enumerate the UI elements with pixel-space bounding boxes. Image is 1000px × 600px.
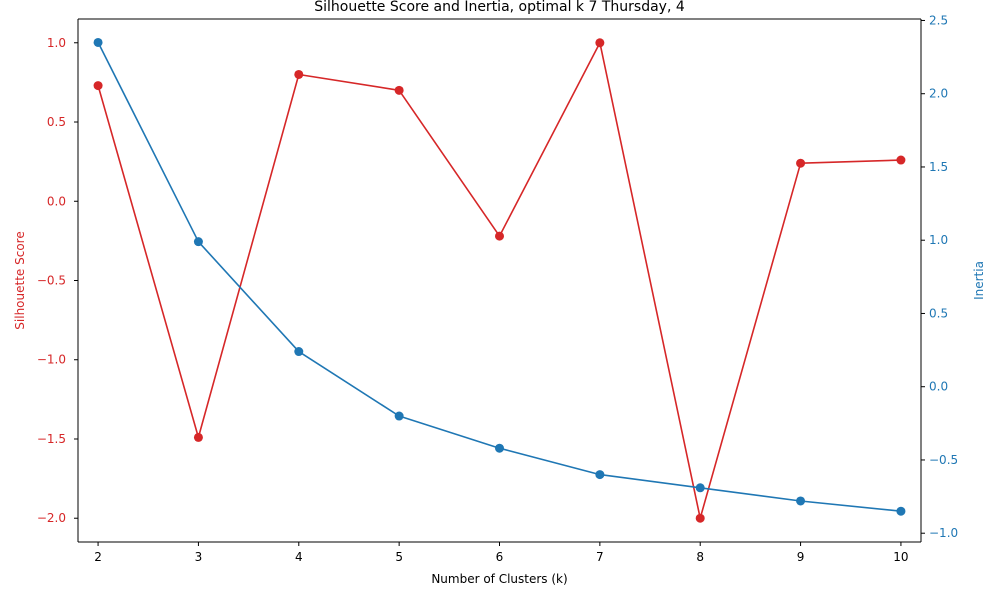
right-y-tick-label: 1.0 bbox=[929, 233, 948, 247]
silhouette-point bbox=[695, 513, 705, 523]
series-layer bbox=[93, 37, 906, 523]
x-tick-label: 6 bbox=[496, 550, 504, 564]
silhouette-point bbox=[595, 38, 605, 48]
left-y-tick-label: −2.0 bbox=[37, 511, 66, 525]
inertia-point bbox=[394, 411, 404, 421]
silhouette-point bbox=[394, 85, 404, 95]
silhouette-point bbox=[193, 432, 203, 442]
axis-layer: 2 3 4 5 6 7 8 9 10 1.0 0.5 0.0 −0.5 −1.0 −1.5 −2.0 2.5 2.… bbox=[37, 13, 958, 564]
inertia-point bbox=[695, 483, 705, 493]
inertia-point bbox=[796, 496, 806, 506]
inertia-point bbox=[595, 470, 605, 480]
x-tick-label: 3 bbox=[195, 550, 203, 564]
inertia-point bbox=[896, 506, 906, 516]
chart-title: Silhouette Score and Inertia, optimal k … bbox=[314, 0, 685, 15]
x-tick-label: 7 bbox=[596, 550, 604, 564]
right-y-tick-label: 1.5 bbox=[929, 160, 948, 174]
silhouette-point bbox=[796, 158, 806, 168]
x-tick-label: 4 bbox=[295, 550, 303, 564]
inertia-point bbox=[495, 443, 504, 453]
silhouette-point bbox=[495, 231, 504, 241]
x-axis-title: Number of Clusters (k) bbox=[431, 572, 567, 586]
x-tick-label: 10 bbox=[893, 550, 908, 564]
right-y-tick-label: 2.5 bbox=[929, 13, 948, 27]
silhouette-point bbox=[896, 155, 906, 165]
right-y-tick-label: −1.0 bbox=[929, 526, 958, 540]
inertia-point bbox=[294, 347, 304, 357]
left-y-tick-label: 0.5 bbox=[47, 115, 66, 129]
silhouette-point bbox=[294, 69, 304, 79]
x-tick-label: 9 bbox=[797, 550, 805, 564]
right-y-tick-label: −0.5 bbox=[929, 453, 958, 467]
left-axis-title: Silhouette Score bbox=[13, 231, 27, 329]
left-y-tick-label: 1.0 bbox=[47, 36, 66, 50]
left-y-tick-label: 0.0 bbox=[47, 194, 66, 208]
x-tick-label: 5 bbox=[395, 550, 403, 564]
left-y-tick-label: −0.5 bbox=[37, 274, 66, 288]
left-y-tick-label: −1.0 bbox=[37, 353, 66, 367]
inertia-point bbox=[93, 37, 103, 47]
right-y-tick-label: 2.0 bbox=[929, 87, 948, 101]
inertia-point bbox=[193, 237, 203, 247]
x-tick-label: 8 bbox=[696, 550, 704, 564]
left-y-tick-label: −1.5 bbox=[37, 432, 66, 446]
silhouette-point bbox=[93, 81, 103, 91]
plot-area bbox=[78, 19, 921, 542]
x-tick-label: 2 bbox=[94, 550, 102, 564]
right-y-tick-label: 0.0 bbox=[929, 380, 948, 394]
right-axis-title: Inertia bbox=[972, 261, 986, 300]
right-y-tick-label: 0.5 bbox=[929, 306, 948, 320]
